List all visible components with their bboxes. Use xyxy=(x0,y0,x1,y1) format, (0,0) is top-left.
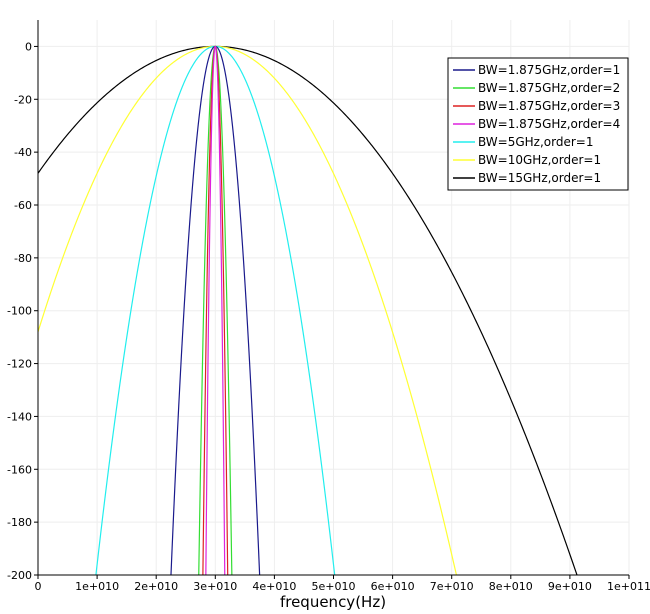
legend-label-3: BW=1.875GHz,order=4 xyxy=(478,117,620,131)
x-tick-label: 1e+010 xyxy=(75,580,119,593)
x-tick-label: 4e+010 xyxy=(252,580,296,593)
legend-box xyxy=(447,57,629,191)
y-tick-label: -60 xyxy=(14,199,32,212)
legend-label-1: BW=1.875GHz,order=2 xyxy=(478,81,620,95)
legend: BW=1.875GHz,order=1 BW=1.875GHz,order=2 BW… xyxy=(447,57,629,191)
y-tick-label: -160 xyxy=(7,463,32,476)
legend-label-4: BW=5GHz,order=1 xyxy=(478,135,593,149)
x-tick-label: 7e+010 xyxy=(430,580,474,593)
legend-label-5: BW=10GHz,order=1 xyxy=(478,153,601,167)
x-tick-label: 3e+010 xyxy=(193,580,237,593)
series-line-6 xyxy=(38,45,578,575)
x-tick-label: 0 xyxy=(35,580,42,593)
x-tick-label: 1e+011 xyxy=(607,580,650,593)
x-tick-labels: 0 1e+010 2e+010 3e+010 4e+010 5e+010 6e+010 7e+… xyxy=(35,580,650,593)
y-tick-label: 0 xyxy=(25,40,32,53)
series-line-3 xyxy=(205,45,226,575)
x-axis-label: frequency(Hz) xyxy=(280,593,386,611)
y-tick-label: -20 xyxy=(14,93,32,106)
y-tick-label: -200 xyxy=(7,569,32,582)
y-tick-label: -140 xyxy=(7,410,32,423)
x-tick-label: 5e+010 xyxy=(312,580,356,593)
x-tick-label: 6e+010 xyxy=(371,580,415,593)
axes xyxy=(34,20,630,579)
y-tick-label: -40 xyxy=(14,146,32,159)
y-tick-label: -100 xyxy=(7,305,32,318)
x-tick-label: 8e+010 xyxy=(489,580,533,593)
series-lines xyxy=(38,45,578,575)
legend-label-6: BW=15GHz,order=1 xyxy=(478,171,601,185)
legend-label-2: BW=1.875GHz,order=3 xyxy=(478,99,620,113)
legend-label-0: BW=1.875GHz,order=1 xyxy=(478,63,620,77)
y-tick-label: -120 xyxy=(7,358,32,371)
x-tick-label: 2e+010 xyxy=(134,580,178,593)
x-tick-label: 9e+010 xyxy=(548,580,592,593)
y-tick-label: -180 xyxy=(7,516,32,529)
y-tick-labels: 0 -20 -40 -60 -80 -100 -120 -140 -160 -180 -200 xyxy=(7,40,32,582)
series-line-5 xyxy=(38,45,458,575)
y-tick-label: -80 xyxy=(14,252,32,265)
